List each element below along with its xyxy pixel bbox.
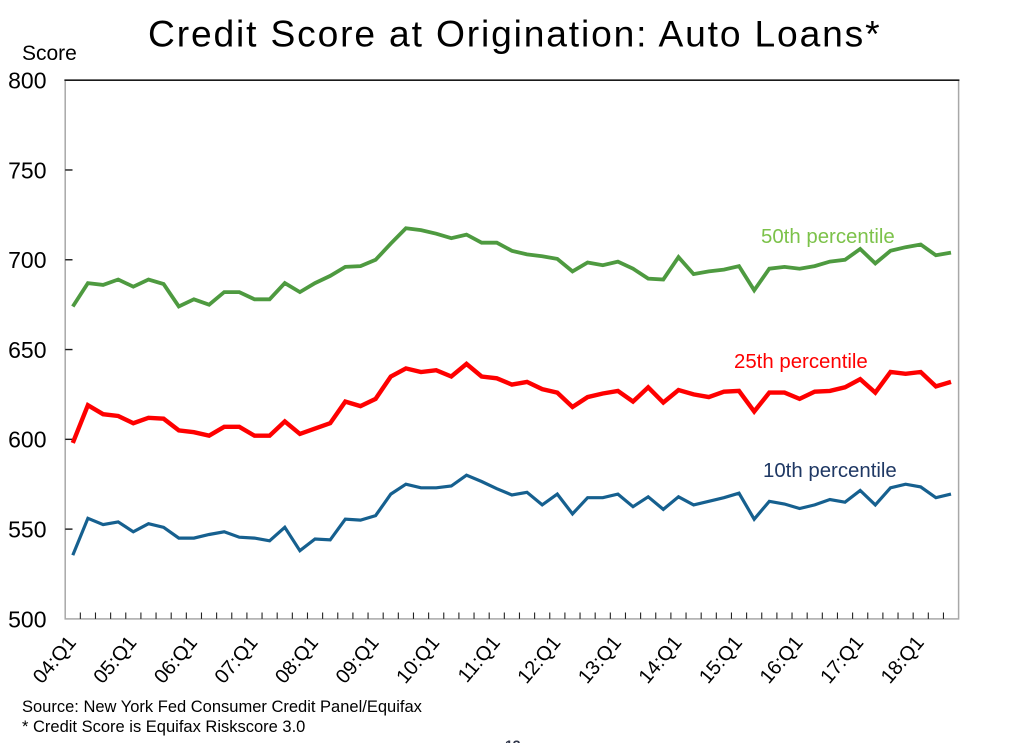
svg-text:550: 550 (8, 517, 46, 543)
svg-text:Source: New York Fed Consumer: Source: New York Fed Consumer Credit Pan… (22, 698, 423, 716)
svg-text:650: 650 (8, 337, 46, 363)
svg-text:600: 600 (8, 427, 46, 453)
svg-text:750: 750 (8, 157, 46, 183)
svg-text:13: 13 (505, 737, 521, 743)
svg-text:25th percentile: 25th percentile (734, 351, 868, 373)
svg-text:700: 700 (8, 247, 46, 273)
svg-text:* Credit Score is Equifax Risk: * Credit Score is Equifax Riskscore 3.0 (22, 718, 305, 736)
svg-text:Score: Score (22, 42, 77, 65)
svg-text:10th percentile: 10th percentile (763, 460, 897, 482)
svg-text:50th percentile: 50th percentile (761, 226, 895, 248)
svg-text:Credit Score at Origination: A: Credit Score at Origination: Auto Loans* (148, 13, 881, 55)
svg-text:800: 800 (8, 68, 46, 94)
svg-text:500: 500 (8, 606, 46, 632)
